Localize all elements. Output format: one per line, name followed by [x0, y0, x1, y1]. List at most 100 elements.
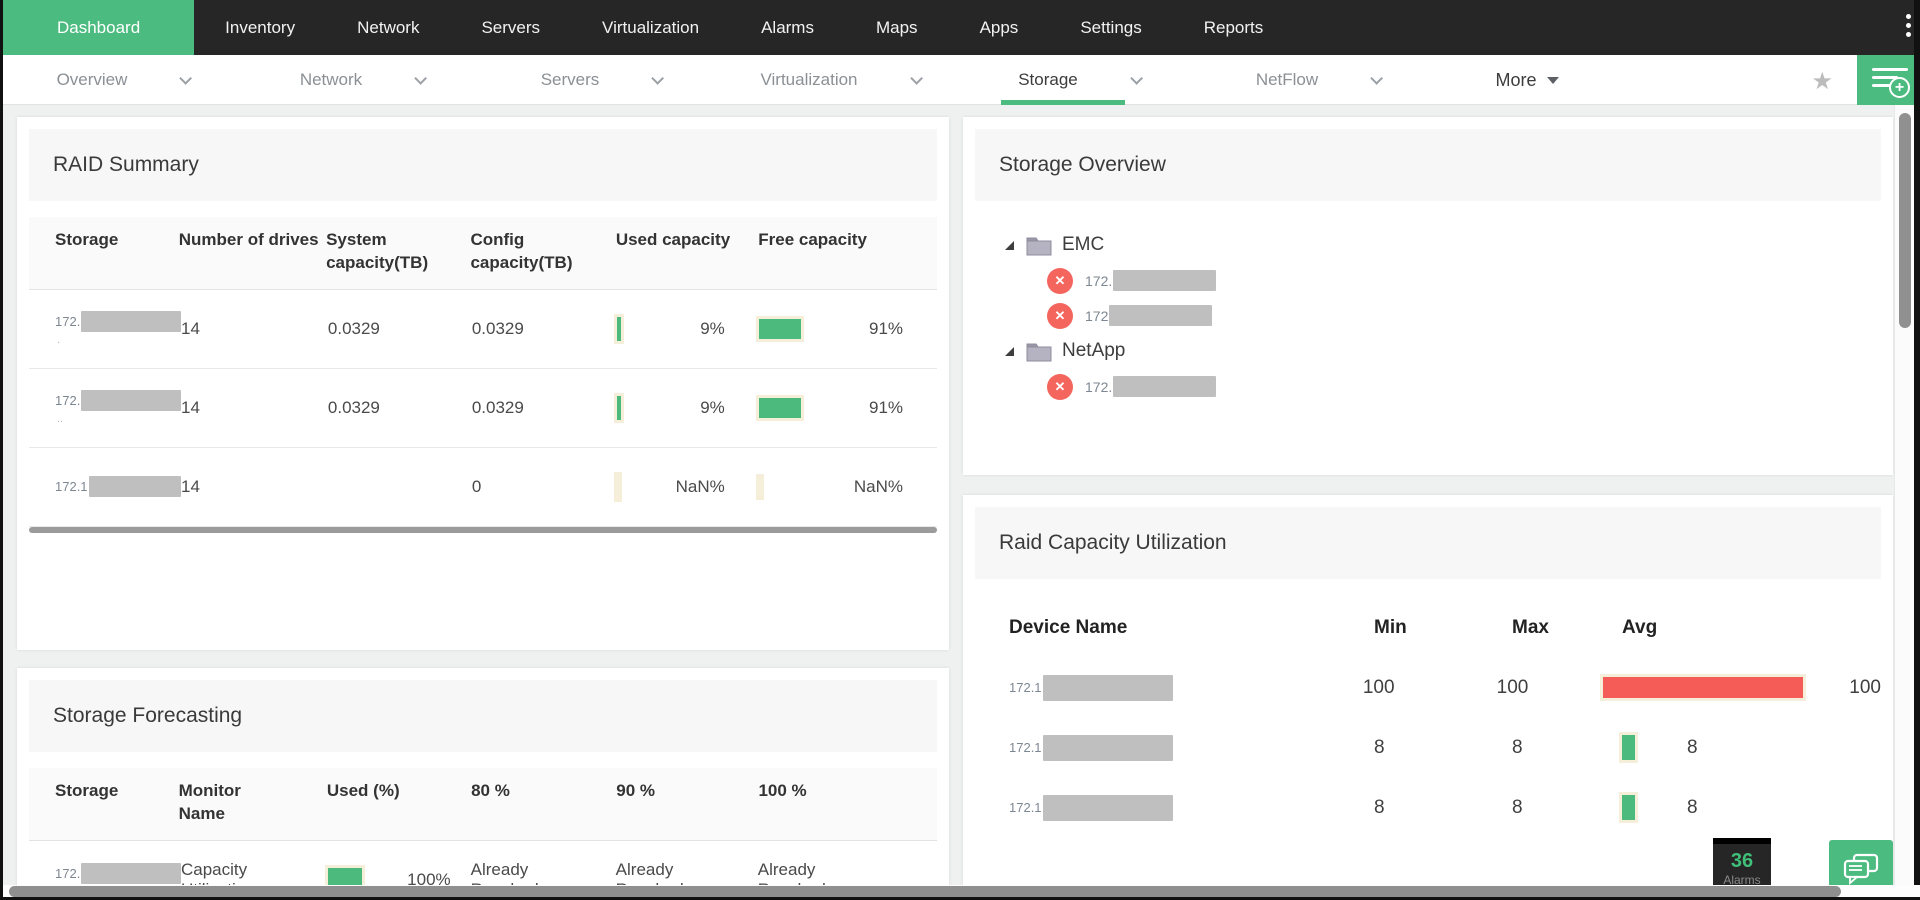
- table-row: 172.1 8 8 8: [975, 794, 1881, 821]
- redacted-ip: [1042, 794, 1173, 821]
- redacted-ip: [81, 311, 181, 333]
- vertical-scrollbar-track[interactable]: [1894, 105, 1914, 900]
- config-capacity-cell: 0.0329: [471, 318, 524, 338]
- error-status-icon: ✕: [1047, 373, 1073, 400]
- nav-tab-apps[interactable]: Apps: [979, 17, 1019, 37]
- storage-device-link[interactable]: 172. :: [29, 862, 181, 898]
- redacted-ip: [1109, 305, 1213, 326]
- free-capacity-bar: [758, 397, 801, 418]
- min-cell: 100: [1362, 676, 1395, 698]
- col-system-capacity: System capacity(TB): [326, 230, 429, 272]
- tree-device[interactable]: ✕ 172.: [975, 369, 1881, 404]
- subnav-servers[interactable]: Servers: [481, 55, 720, 105]
- min-cell: 8: [1374, 796, 1385, 818]
- table-row: 172. . 14 0.0329 0.0329 9% 91%: [29, 290, 937, 369]
- ip-prefix: 172.: [55, 865, 81, 881]
- tree-group-emc[interactable]: EMC: [975, 227, 1881, 263]
- ip-prefix: 172.: [55, 314, 81, 330]
- widget-horizontal-scrollbar[interactable]: [29, 526, 937, 533]
- redacted-ip: [1113, 376, 1217, 397]
- col-device-name: Device Name: [1009, 617, 1128, 638]
- caret-down-icon: [1546, 76, 1559, 84]
- redacted-ip: [1113, 270, 1217, 291]
- chevron-down-icon[interactable]: [909, 71, 923, 85]
- kebab-menu-icon[interactable]: [1906, 14, 1911, 37]
- table-header-row: Storage Number of drives System capacity…: [29, 217, 937, 290]
- vertical-scrollbar-thumb[interactable]: [1899, 113, 1911, 328]
- nav-tab-maps[interactable]: Maps: [875, 17, 918, 37]
- chevron-down-icon[interactable]: [1130, 71, 1143, 85]
- nav-tab-reports[interactable]: Reports: [1203, 17, 1264, 37]
- col-storage: Storage: [55, 781, 119, 800]
- device-name-link[interactable]: 172.1: [1009, 734, 1374, 761]
- widget-header: RAID Summary: [29, 129, 937, 201]
- table-row: 172.1 14 0 NaN% NaN%: [29, 448, 937, 527]
- top-nav: Dashboard Inventory Network Servers Virt…: [3, 0, 1920, 55]
- storage-device-link[interactable]: 172.1: [29, 476, 181, 498]
- drives-cell: 14: [181, 397, 200, 417]
- horizontal-scrollbar-track[interactable]: [3, 885, 1920, 900]
- used-pct-value: 100%: [407, 870, 451, 890]
- nav-tab-servers[interactable]: Servers: [481, 17, 541, 37]
- chevron-down-icon[interactable]: [179, 71, 193, 85]
- tree-expand-icon[interactable]: [1005, 346, 1014, 356]
- config-capacity-cell: 0: [471, 476, 482, 496]
- avg-cell: 8: [1622, 795, 1881, 821]
- col-storage: Storage: [55, 230, 119, 249]
- tree-device[interactable]: ✕ 172: [975, 298, 1881, 333]
- error-status-icon: ✕: [1047, 267, 1073, 294]
- used-capacity-value: 9%: [700, 318, 725, 338]
- nav-tab-inventory[interactable]: Inventory: [225, 17, 296, 37]
- favorite-star-icon[interactable]: ★: [1811, 68, 1833, 95]
- add-widget-button[interactable]: +: [1857, 55, 1920, 105]
- chevron-down-icon[interactable]: [1370, 71, 1384, 85]
- chevron-down-icon[interactable]: [651, 71, 665, 85]
- storage-overview-widget: Storage Overview EMC ✕ 172. ✕ 172 NetAp: [963, 117, 1893, 475]
- nav-tab-settings[interactable]: Settings: [1080, 17, 1142, 37]
- widget-header: Raid Capacity Utilization: [975, 507, 1881, 579]
- nav-tab-dashboard[interactable]: Dashboard: [3, 0, 195, 55]
- ip-prefix: 172: [1085, 307, 1109, 324]
- alarm-count: 36: [1730, 850, 1754, 872]
- storage-device-link[interactable]: 172. ..: [29, 390, 181, 425]
- raid-summary-widget: RAID Summary Storage Number of drives Sy…: [17, 117, 949, 650]
- nav-tab-virtualization[interactable]: Virtualization: [602, 17, 700, 37]
- col-avg: Avg: [1622, 617, 1658, 638]
- tree-device[interactable]: ✕ 172.: [975, 263, 1881, 298]
- storage-forecasting-widget: Storage Forecasting Storage Monitor Name…: [17, 668, 949, 900]
- free-capacity-value: NaN%: [853, 476, 904, 496]
- hamburger-line: [1872, 76, 1898, 79]
- tree-expand-icon[interactable]: [1005, 240, 1014, 250]
- nav-tab-network[interactable]: Network: [357, 17, 420, 37]
- storage-device-link[interactable]: 172. .: [29, 311, 181, 346]
- tree-group-netapp[interactable]: NetApp: [975, 333, 1881, 369]
- folder-icon: [1026, 237, 1052, 256]
- raid-summary-table: Storage Number of drives System capacity…: [29, 217, 937, 533]
- subnav-overview[interactable]: Overview: [3, 55, 242, 105]
- redacted-ip: [1042, 674, 1173, 701]
- config-capacity-cell: 0.0329: [471, 397, 524, 417]
- subnav-network[interactable]: Network: [242, 55, 481, 105]
- subnav-more[interactable]: More: [1437, 55, 1617, 105]
- widget-title: RAID Summary: [53, 153, 199, 176]
- free-capacity-bar: [758, 476, 761, 497]
- table-row: 172.1 100 100 100: [975, 674, 1881, 701]
- avg-value: 8: [1687, 796, 1698, 818]
- subnav-virtualization[interactable]: Virtualization: [720, 55, 959, 105]
- alarm-label: Alarms: [1723, 873, 1761, 887]
- nav-tab-alarms[interactable]: Alarms: [761, 17, 814, 37]
- chevron-down-icon[interactable]: [414, 71, 428, 85]
- tree-group-label: NetApp: [1062, 340, 1126, 361]
- ip-prefix: 172.: [1085, 378, 1113, 395]
- subnav-netflow[interactable]: NetFlow: [1198, 55, 1437, 105]
- device-name-link[interactable]: 172.1: [1009, 674, 1363, 701]
- redacted-ip: [81, 862, 181, 884]
- device-name-link[interactable]: 172.1: [1009, 794, 1374, 821]
- max-cell: 8: [1512, 796, 1523, 818]
- subnav-storage[interactable]: Storage: [959, 55, 1198, 105]
- min-cell: 8: [1374, 736, 1385, 758]
- col-monitor-name: Monitor Name: [178, 781, 241, 823]
- chat-bubbles-icon: [1843, 853, 1879, 885]
- subnav-overview-label: Overview: [56, 70, 128, 89]
- horizontal-scrollbar-thumb[interactable]: [9, 886, 1841, 897]
